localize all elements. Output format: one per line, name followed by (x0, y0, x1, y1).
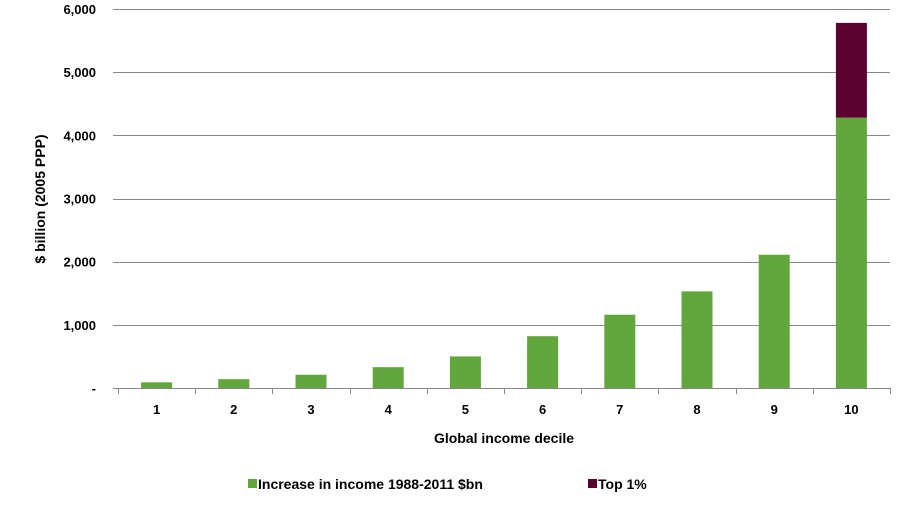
y-tick-label: - (92, 381, 96, 396)
x-tick-label: 3 (307, 402, 314, 417)
y-tick-label: 3,000 (63, 192, 96, 207)
y-tick-label: 1,000 (63, 318, 96, 333)
bar-top1-decile-10 (835, 22, 867, 118)
y-tick-label: 5,000 (63, 65, 96, 80)
bar-increase-decile-10 (835, 117, 867, 388)
y-tick-label: 4,000 (63, 128, 96, 143)
legend-label: Top 1% (598, 476, 647, 492)
y-tick-label: 6,000 (63, 2, 96, 17)
x-tick-label: 5 (462, 402, 469, 417)
x-tick-label: 1 (153, 402, 160, 417)
bar-increase-decile-9 (758, 254, 790, 388)
axes: - 1,000 2,000 3,000 4,000 5,000 6,000 1 2 3 4 5 6 7 8 9… (63, 2, 891, 417)
bar-increase-decile-8 (681, 291, 713, 388)
legend-swatch (588, 479, 597, 488)
x-tick-label: 2 (230, 402, 237, 417)
legend-swatch (248, 479, 257, 488)
x-tick-label: 6 (539, 402, 546, 417)
x-tick-label: 10 (844, 402, 858, 417)
bar-increase-decile-4 (372, 367, 404, 388)
legend-label: Increase in income 1988-2011 $bn (258, 476, 483, 492)
x-tick-label: 8 (693, 402, 700, 417)
bars (141, 22, 867, 388)
bar-increase-decile-2 (218, 379, 250, 388)
bar-increase-decile-3 (295, 374, 327, 388)
legend: Increase in income 1988-2011 $bn Top 1% (248, 476, 647, 492)
x-tick-label: 4 (385, 402, 393, 417)
bar-increase-decile-1 (141, 382, 173, 388)
x-tick-label: 9 (771, 402, 778, 417)
y-tick-label: 2,000 (63, 255, 96, 270)
x-tick-label: 7 (616, 402, 623, 417)
y-axis-title: $ billion (2005 PPP) (32, 134, 48, 263)
bar-increase-decile-6 (527, 336, 559, 388)
bar-increase-decile-5 (449, 356, 481, 388)
bar-increase-decile-7 (604, 314, 636, 388)
x-axis-title: Global income decile (434, 430, 574, 446)
